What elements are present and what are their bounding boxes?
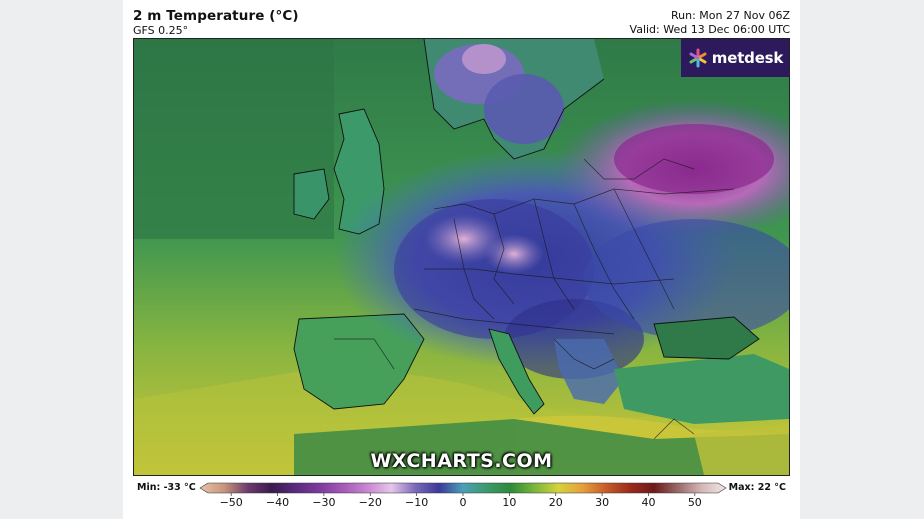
turkey — [614, 354, 789, 424]
black-sea — [654, 317, 759, 359]
run-time-label: Run: Mon 27 Nov 06Z — [671, 9, 790, 22]
brand-name: metdesk — [711, 49, 784, 67]
metdesk-logo: metdesk — [681, 39, 789, 77]
colorbar-tick-label: 0 — [459, 496, 467, 509]
iberia — [294, 314, 424, 409]
metdesk-logo-icon — [689, 48, 707, 68]
wxcharts-watermark: WXCHARTS.COM — [370, 450, 553, 472]
colorbar-tick-label: 10 — [502, 496, 517, 509]
italy — [489, 329, 544, 414]
colorbar-tick-label: −10 — [405, 496, 429, 509]
country-borders — [334, 158, 735, 440]
chart-sheet: 2 m Temperature (°C) GFS 0.25° Run: Mon … — [123, 0, 800, 519]
colorbar-tick-label: −30 — [312, 496, 336, 509]
coastlines — [293, 39, 760, 415]
color-legend: Min: -33 °C Max: 22 °C −50 −40 −30 −20 −10 0 1… — [133, 480, 790, 514]
colorbar-tick-label: −40 — [265, 496, 290, 509]
min-temperature-label: Min: -33 °C — [137, 482, 196, 493]
colorbar-tick-label: 30 — [595, 496, 610, 509]
north-africa — [294, 419, 789, 475]
colorbar-tick-label: 20 — [548, 496, 563, 509]
max-temperature-label: Max: 22 °C — [728, 482, 786, 493]
model-label: GFS 0.25° — [133, 24, 189, 37]
balkans — [554, 339, 624, 404]
ireland — [294, 169, 329, 219]
chart-title: 2 m Temperature (°C) — [133, 8, 299, 24]
colorbar-tick-label: −20 — [358, 496, 382, 509]
colorbar-tick-label: 40 — [641, 496, 656, 509]
colorbar — [199, 482, 727, 496]
colorbar-tick-label: 50 — [687, 496, 702, 509]
colorbar-gradient — [199, 482, 727, 494]
valid-time-label: Valid: Wed 13 Dec 06:00 UTC — [629, 23, 790, 36]
temperature-map: metdesk WXCHARTS.COM — [133, 38, 790, 476]
colorbar-tick-label: −50 — [219, 496, 243, 509]
map-canvas — [134, 39, 789, 475]
